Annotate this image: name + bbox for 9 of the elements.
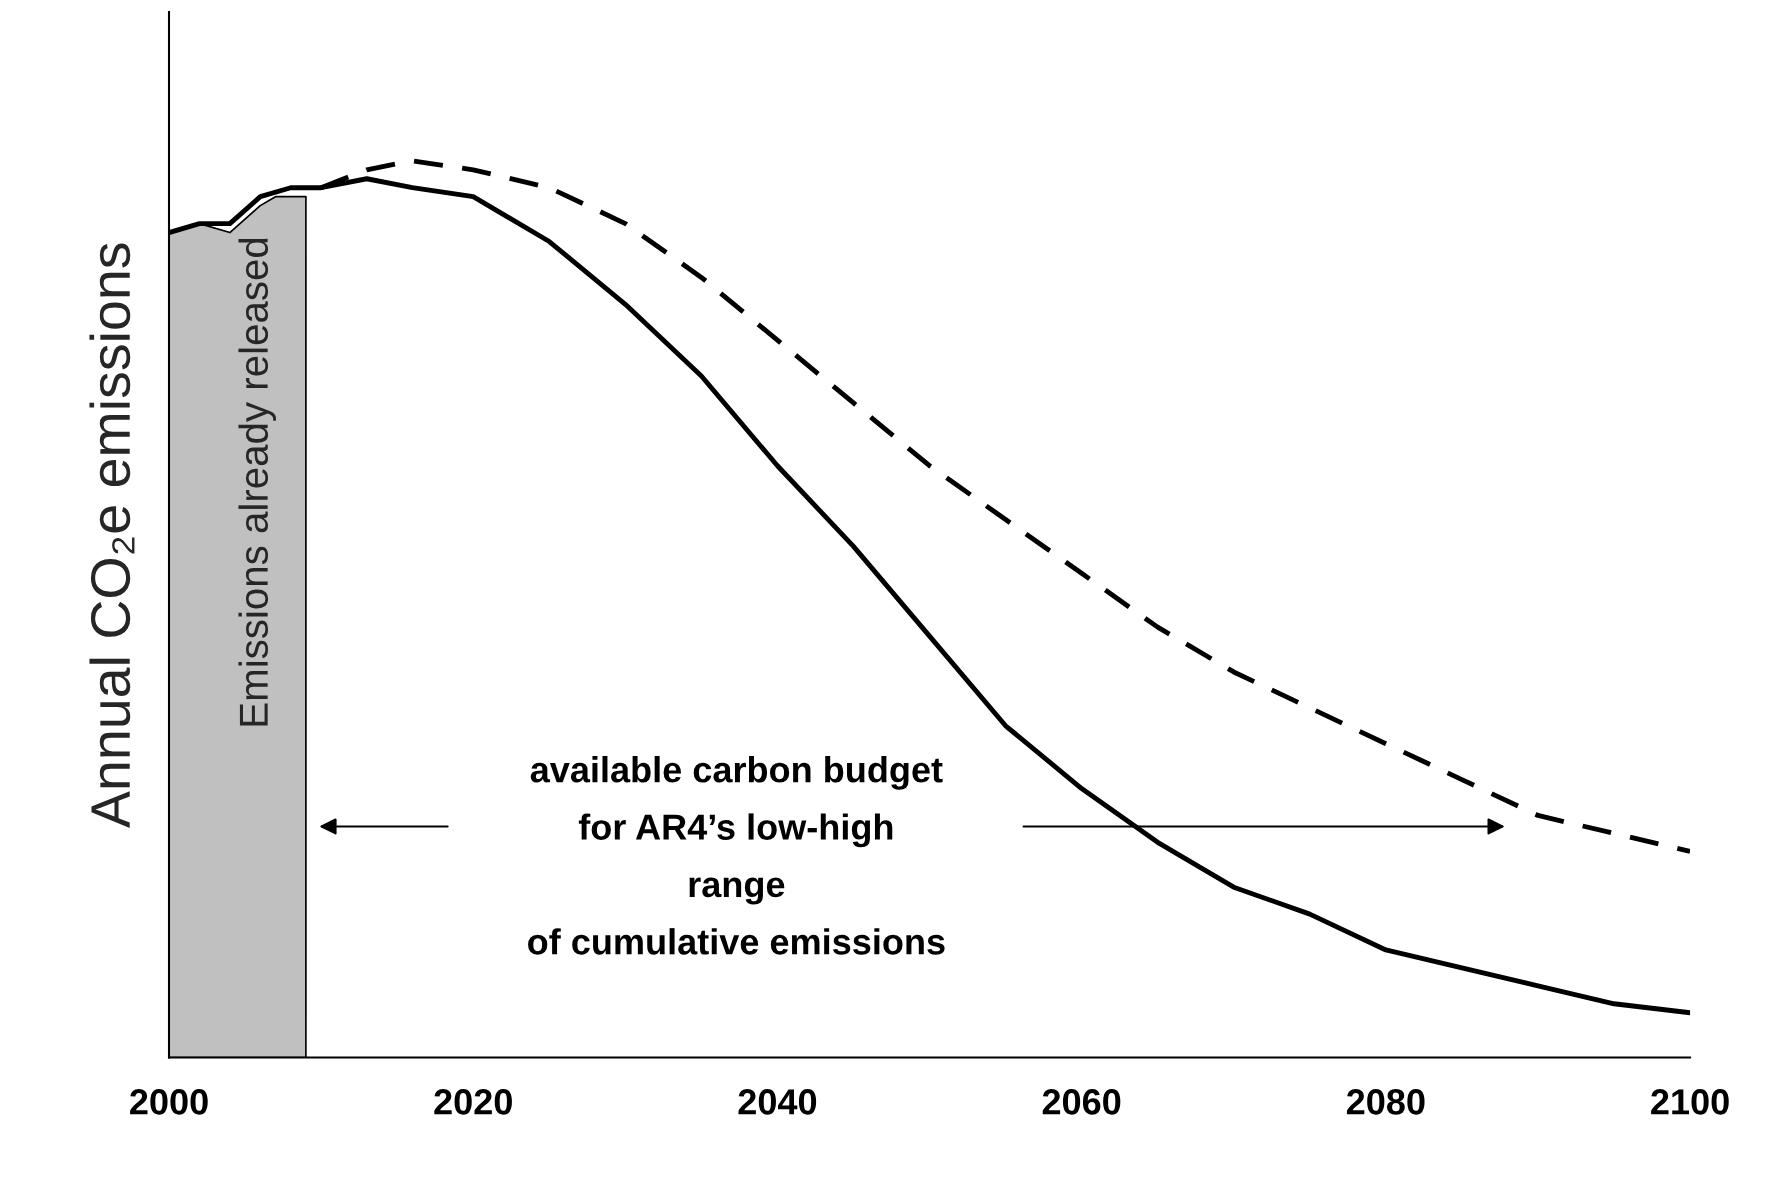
annotation: available carbon budget for AR4’s low-high range of cumulative emissions xyxy=(528,756,945,955)
x-tick-label: 2040 xyxy=(738,1089,817,1115)
x-tick-label: 2080 xyxy=(1346,1089,1425,1115)
x-tick-label: 2100 xyxy=(1651,1089,1729,1115)
x-tick-label: 2000 xyxy=(130,1089,208,1115)
y-axis-title: Annual CO₂e emissions xyxy=(89,243,135,828)
x-tick-label: 2020 xyxy=(434,1089,512,1115)
x-tick-label: 2060 xyxy=(1042,1089,1121,1115)
annotation: Emissions already released xyxy=(238,238,276,726)
